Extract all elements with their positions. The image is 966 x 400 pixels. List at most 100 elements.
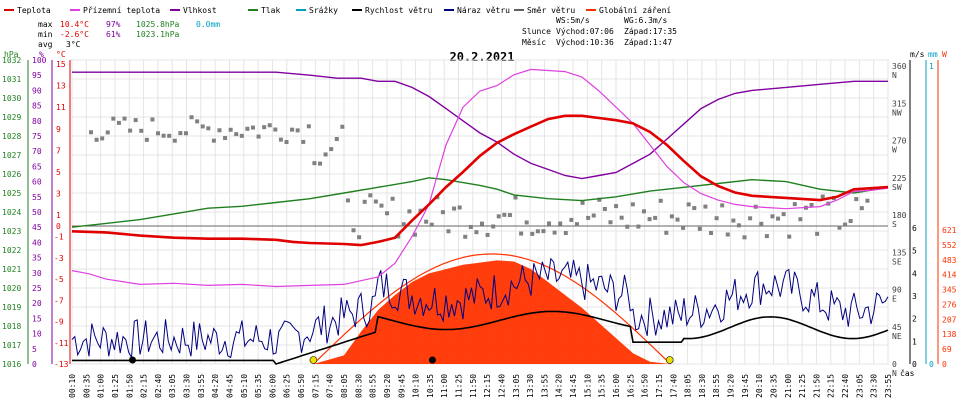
- stats-block: max 10.4°C 97% 1025.8hPa 0.0mm min -2.6°…: [38, 20, 220, 49]
- x-tick-label: 07:40: [326, 374, 335, 398]
- temperature-tick-label: -3: [54, 254, 64, 263]
- x-tick-label: 03:55: [197, 374, 206, 398]
- humidity-tick-label: 20: [32, 299, 42, 308]
- info-block: WS:5m/s WG:6.3m/s Slunce Východ:07:06 Zá…: [522, 16, 677, 47]
- wind-direction-point: [189, 115, 194, 120]
- wind-direction-point: [334, 137, 339, 142]
- wind-direction-point: [614, 204, 619, 209]
- wind-direction-point: [591, 213, 596, 218]
- wind-direction-point: [362, 199, 367, 204]
- direction-tick-label: 0: [892, 360, 897, 369]
- radiation-tick-label: 483: [942, 256, 957, 265]
- x-tick-label: 01:00: [97, 374, 106, 398]
- humidity-tick-label: 85: [32, 102, 42, 111]
- x-tick-label: 13:30: [526, 374, 535, 398]
- wind-direction-point: [602, 206, 607, 211]
- pressure-tick-label: 1027: [2, 151, 21, 160]
- humidity-line: [72, 71, 888, 180]
- wind-direction-point: [340, 124, 345, 129]
- wind-direction-point: [507, 213, 512, 218]
- x-tick-label: 03:30: [183, 374, 192, 398]
- wind-direction-point: [250, 125, 255, 130]
- radiation-area: [312, 253, 671, 365]
- x-axis-unit: čas: [900, 368, 915, 378]
- max-temp: 10.4°C: [60, 20, 89, 29]
- wind-direction-point: [608, 220, 613, 225]
- wind-direction-point: [351, 228, 356, 233]
- wind-direction-point: [513, 195, 518, 200]
- temperature-tick-label: -5: [54, 275, 64, 284]
- wind-direction-point: [474, 230, 479, 235]
- rain-tick-label: 1: [929, 62, 934, 71]
- min-pressure: 1023.1hPa: [136, 30, 180, 39]
- temperature-tick-label: 11: [56, 103, 66, 112]
- radiation-tick-label: 138: [942, 330, 957, 339]
- direction-tick-label: 45: [892, 323, 902, 332]
- x-tick-label: 19:45: [741, 374, 750, 398]
- temperature-tick-label: 15: [56, 60, 66, 69]
- x-tick-label: 14:20: [555, 374, 564, 398]
- humidity-tick-label: 65: [32, 162, 42, 171]
- wind-direction-point: [859, 206, 864, 211]
- wind-gust-summary: WG:6.3m/s: [624, 16, 668, 25]
- temperature-tick-label: 7: [56, 146, 61, 155]
- wind-direction-point: [837, 225, 842, 230]
- legend: Teplota Přízemní teplota Vlhkost Tlak Srážky…: [4, 6, 671, 15]
- wind-direction-point: [407, 209, 412, 214]
- pressure-tick-label: 1023: [2, 227, 21, 236]
- wind-direction-point: [385, 211, 390, 216]
- pressure-axis-label: hPa: [4, 50, 19, 59]
- wind-direction-point: [792, 202, 797, 207]
- x-tick-label: 21:00: [784, 374, 793, 398]
- x-tick-label: 06:50: [297, 374, 306, 398]
- wind-direction-point: [675, 217, 680, 222]
- wind-direction-point: [703, 204, 708, 209]
- x-tick-label: 17:15: [655, 374, 664, 398]
- wind-direction-point: [211, 138, 216, 143]
- wind-direction-point: [111, 116, 116, 121]
- humidity-tick-label: 70: [32, 147, 42, 156]
- temperature-tick-label: 0: [56, 222, 61, 231]
- legend-label: Rychlost větru: [365, 6, 433, 15]
- wind-direction-point: [345, 198, 350, 203]
- wind-direction-point: [759, 221, 764, 226]
- direction-tick-label: NW: [892, 108, 902, 117]
- legend-label: Globální záření: [599, 6, 671, 15]
- sun-label: Slunce: [522, 27, 551, 36]
- avg-temp: 3°C: [66, 40, 81, 49]
- x-tick-label: 20:35: [769, 374, 778, 398]
- humidity-tick-label: 75: [32, 132, 42, 141]
- wind-direction-point: [178, 131, 183, 136]
- min-temp: -2.6°C: [60, 30, 89, 39]
- x-tick-label: 23:30: [870, 374, 879, 398]
- pressure-tick-label: 1019: [2, 303, 21, 312]
- wind-direction-point: [580, 200, 585, 205]
- x-tick-label: 22:40: [841, 374, 850, 398]
- wind-direction-point: [401, 222, 406, 227]
- x-tick-label: 21:50: [812, 374, 821, 398]
- legend-label: Tlak: [261, 6, 280, 15]
- wind-direction-point: [290, 127, 295, 132]
- pressure-tick-label: 1028: [2, 132, 21, 141]
- wind-tick-label: 2: [912, 315, 917, 324]
- wind-direction-point: [217, 128, 222, 133]
- x-tick-label: 06:00: [268, 374, 277, 398]
- radiation-tick-label: 276: [942, 300, 957, 309]
- direction-tick-label: 360: [892, 62, 907, 71]
- wind-direction-point: [770, 214, 775, 219]
- wind-direction-point: [301, 139, 306, 144]
- radiation-tick-label: 69: [942, 345, 952, 354]
- pressure-tick-label: 1017: [2, 341, 21, 350]
- wind-gust-line: [71, 257, 889, 360]
- temperature-tick-label: -13: [54, 360, 69, 369]
- direction-tick-label: N: [892, 369, 897, 378]
- radiation-tick-label: 207: [942, 315, 957, 324]
- wind-direction-point: [776, 216, 781, 221]
- wind-direction-point: [239, 133, 244, 138]
- max-pressure: 1025.8hPa: [136, 20, 180, 29]
- x-tick-label: 11:50: [469, 374, 478, 398]
- wind-direction-point: [558, 221, 563, 226]
- wind-direction-point: [463, 234, 468, 239]
- temperature-tick-label: -9: [54, 318, 64, 327]
- humidity-tick-label: 100: [32, 56, 47, 65]
